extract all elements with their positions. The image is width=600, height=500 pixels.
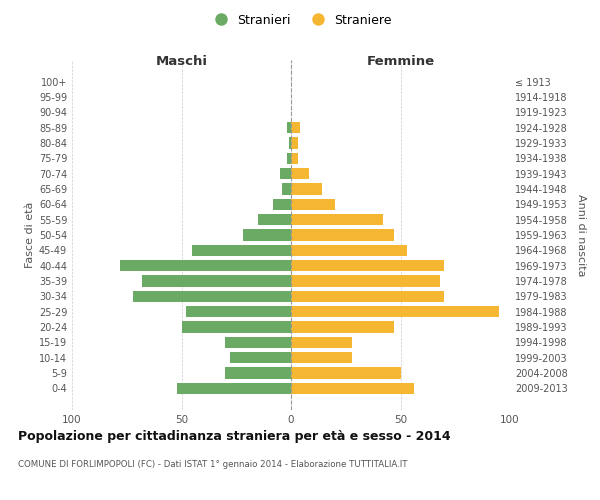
Bar: [142, 276, 291, 287]
Bar: [291, 276, 440, 287]
Bar: [226, 336, 291, 348]
Bar: [291, 290, 445, 302]
Bar: [291, 214, 383, 226]
Bar: [291, 137, 298, 148]
Bar: [291, 322, 394, 333]
Bar: [226, 368, 291, 379]
Bar: [243, 229, 291, 241]
Bar: [280, 168, 291, 179]
Text: Popolazione per cittadinanza straniera per età e sesso - 2014: Popolazione per cittadinanza straniera p…: [18, 430, 451, 443]
Bar: [193, 244, 291, 256]
Text: COMUNE DI FORLIMPOPOLI (FC) - Dati ISTAT 1° gennaio 2014 - Elaborazione TUTTITAL: COMUNE DI FORLIMPOPOLI (FC) - Dati ISTAT…: [18, 460, 407, 469]
Y-axis label: Fasce di età: Fasce di età: [25, 202, 35, 268]
Bar: [120, 260, 291, 272]
Bar: [186, 306, 291, 318]
Bar: [291, 368, 401, 379]
Bar: [177, 382, 291, 394]
Bar: [182, 322, 291, 333]
Bar: [258, 214, 291, 226]
Bar: [287, 122, 291, 134]
Text: Maschi: Maschi: [155, 55, 208, 68]
Y-axis label: Anni di nascita: Anni di nascita: [576, 194, 586, 276]
Bar: [289, 137, 291, 148]
Bar: [291, 382, 413, 394]
Text: Femmine: Femmine: [367, 55, 434, 68]
Bar: [291, 244, 407, 256]
Bar: [291, 198, 335, 210]
Bar: [133, 290, 291, 302]
Bar: [282, 183, 291, 194]
Bar: [287, 152, 291, 164]
Bar: [291, 352, 352, 364]
Bar: [291, 336, 352, 348]
Bar: [291, 122, 300, 134]
Bar: [274, 198, 291, 210]
Bar: [291, 306, 499, 318]
Bar: [291, 183, 322, 194]
Bar: [291, 260, 445, 272]
Bar: [291, 168, 308, 179]
Bar: [291, 152, 298, 164]
Bar: [230, 352, 291, 364]
Legend: Stranieri, Straniere: Stranieri, Straniere: [203, 8, 397, 32]
Bar: [291, 229, 394, 241]
